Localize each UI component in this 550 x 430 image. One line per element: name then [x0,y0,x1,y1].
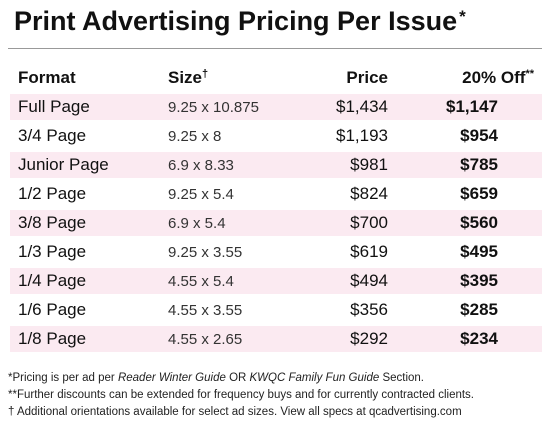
header-size-label: Size [168,68,203,87]
title-divider [8,48,542,49]
row-size: 6.9 x 5.4 [168,210,293,236]
row-format: 1/8 Page [10,326,168,352]
table-row: Full Page 9.25 x 10.875 $1,434 $1,147 [10,94,542,120]
footnote-pricing-a: *Pricing is per ad per [8,372,118,384]
footnotes: *Pricing is per ad per Reader Winter Gui… [8,370,474,421]
row-discount-price: $954 [460,126,498,145]
page-title: Print Advertising Pricing Per Issue * [14,6,466,37]
title-asterisk: * [459,7,466,26]
header-discount-label: 20% Off [462,68,526,87]
table-row: 1/3 Page 9.25 x 3.55 $619 $495 [10,239,542,265]
row-price: $1,193 [336,126,388,145]
row-discount-price: $234 [388,326,542,352]
table-row: 1/8 Page 4.55 x 2.65 $292 $234 [10,326,542,352]
header-size-dagger: † [202,68,209,80]
table-row: 1/2 Page 9.25 x 5.4 $824 $659 [10,181,542,207]
header-format: Format [18,68,76,87]
row-size: 4.55 x 2.65 [168,326,293,352]
row-size: 9.25 x 8 [168,127,222,145]
header-discount-asterisks: ** [525,68,534,80]
table-row: 1/4 Page 4.55 x 5.4 $494 $395 [10,268,542,294]
row-format: 3/4 Page [18,126,87,145]
row-format: 3/8 Page [10,210,168,236]
row-price: $700 [293,210,388,236]
row-discount-price: $285 [460,300,498,319]
row-size: 9.25 x 10.875 [168,94,293,120]
row-price: $1,434 [293,94,388,120]
row-price: $494 [293,268,388,294]
footnote-orientations: † Additional orientations available for … [8,406,462,418]
row-size: 6.9 x 8.33 [168,152,293,178]
table-row: Junior Page 6.9 x 8.33 $981 $785 [10,152,542,178]
pricing-table: Format Size† Price 20% Off** Full Page 9… [10,62,542,355]
row-size: 4.55 x 3.55 [168,301,243,319]
footnote-pricing-or: OR [225,372,250,384]
row-price: $981 [293,152,388,178]
table-row: 3/8 Page 6.9 x 5.4 $700 $560 [10,210,542,236]
footnote-pricing-end: Section. [379,372,424,384]
row-size: 4.55 x 5.4 [168,268,293,294]
row-discount-price: $1,147 [388,94,542,120]
row-size: 9.25 x 3.55 [168,243,243,261]
row-discount-price: $395 [388,268,542,294]
row-format: 1/4 Page [10,268,168,294]
row-discount-price: $495 [460,242,498,261]
footnote-guide-2: KWQC Family Fun Guide [249,372,380,384]
table-header-row: Format Size† Price 20% Off** [10,65,542,91]
row-discount-price: $560 [388,210,542,236]
footnote-guide-1: Reader Winter Guide [117,372,226,384]
table-row: 1/6 Page 4.55 x 3.55 $356 $285 [10,297,542,323]
footnote-discounts: **Further discounts can be extended for … [8,389,475,401]
table-row: 3/4 Page 9.25 x 8 $1,193 $954 [10,123,542,149]
row-format: 1/3 Page [18,242,87,261]
row-format: Junior Page [10,152,168,178]
title-text: Print Advertising Pricing Per Issue [14,6,458,36]
row-format: 1/6 Page [18,300,87,319]
row-price: $824 [350,184,388,203]
row-price: $292 [293,326,388,352]
row-discount-price: $785 [388,152,542,178]
row-format: 1/2 Page [18,184,87,203]
row-discount-price: $659 [460,184,498,203]
row-price: $619 [350,242,388,261]
row-format: Full Page [10,94,168,120]
header-size: Size† [168,65,293,91]
header-discount: 20% Off** [388,65,542,91]
row-price: $356 [350,300,388,319]
footnote-pricing: *Pricing is per ad per Reader Winter Gui… [8,370,474,387]
row-size: 9.25 x 5.4 [168,185,234,203]
header-price: Price [346,68,388,87]
